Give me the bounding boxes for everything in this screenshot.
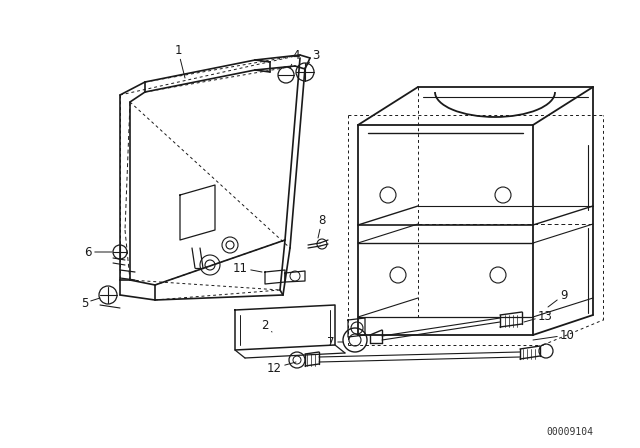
Text: 1: 1 [174, 43, 185, 78]
Text: 4: 4 [290, 48, 300, 68]
Text: 8: 8 [318, 214, 326, 238]
Text: 13: 13 [524, 310, 553, 323]
Text: 3: 3 [307, 48, 320, 65]
Text: 6: 6 [84, 246, 112, 258]
Text: 7: 7 [328, 336, 343, 349]
Text: 00009104: 00009104 [547, 427, 593, 437]
Text: 12: 12 [267, 362, 296, 375]
Text: 10: 10 [533, 328, 575, 341]
Text: 5: 5 [81, 297, 100, 310]
Text: 2: 2 [261, 319, 272, 332]
Text: 9: 9 [548, 289, 568, 307]
Text: 11: 11 [233, 262, 262, 275]
